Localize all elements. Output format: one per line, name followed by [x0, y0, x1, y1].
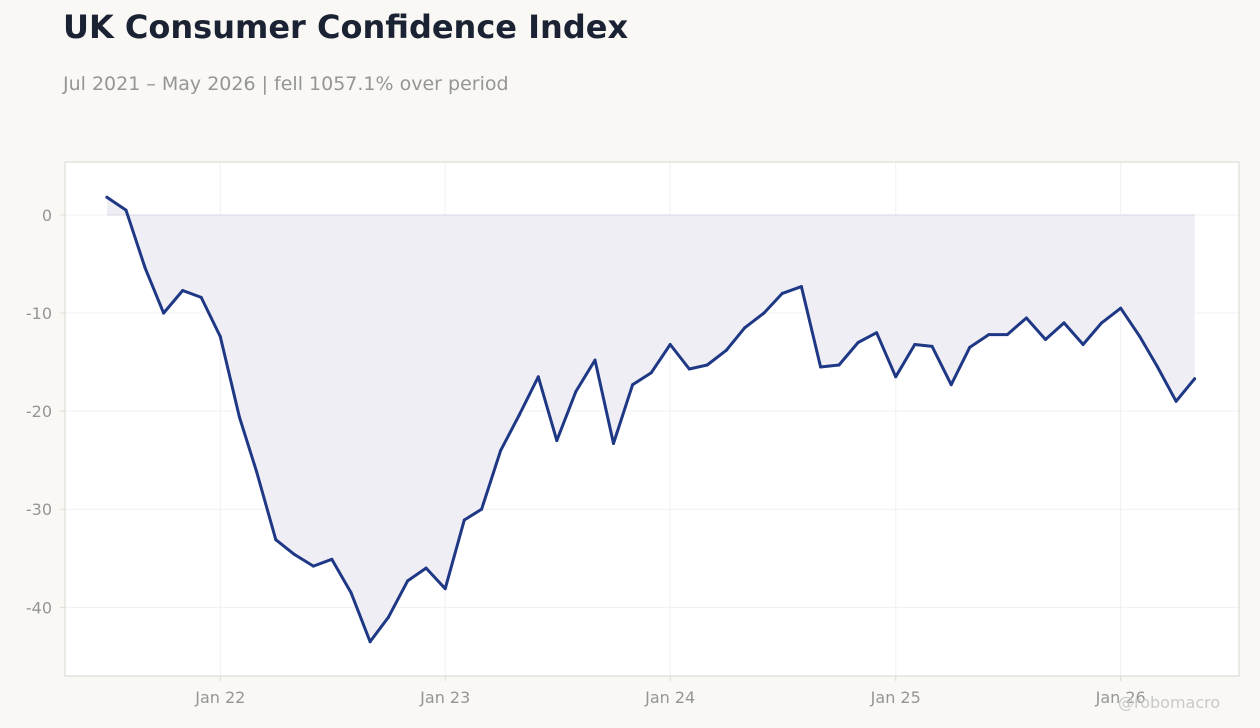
data-point — [1100, 321, 1104, 325]
data-point — [1024, 316, 1028, 320]
x-tick-label: Jan 26 — [1095, 688, 1146, 707]
data-point — [949, 383, 953, 387]
data-point — [349, 591, 353, 595]
data-point — [292, 552, 296, 556]
data-point — [480, 507, 484, 511]
data-point — [724, 348, 728, 352]
y-tick-label: 0 — [42, 206, 52, 225]
data-point — [894, 375, 898, 379]
data-point — [199, 295, 203, 299]
data-point — [536, 375, 540, 379]
data-point — [687, 367, 691, 371]
data-point — [612, 442, 615, 445]
data-point — [930, 344, 934, 348]
data-point — [649, 371, 653, 375]
data-point — [668, 343, 672, 346]
data-point — [368, 640, 372, 644]
data-point — [1193, 377, 1197, 381]
data-point — [162, 311, 166, 315]
watermark: @robomacro — [1118, 693, 1221, 712]
data-point — [593, 358, 597, 362]
data-point — [743, 326, 747, 330]
data-point — [1155, 364, 1159, 368]
x-tick-label: Jan 24 — [644, 688, 695, 707]
data-point — [837, 363, 841, 367]
x-tick-label: Jan 23 — [419, 688, 470, 707]
data-point — [555, 439, 559, 443]
x-tick-label: Jan 25 — [870, 688, 921, 707]
data-point — [462, 518, 466, 522]
x-axis: Jan 22 Jan 23 Jan 24 Jan 25 Jan 26 — [194, 676, 1146, 707]
data-point — [856, 341, 860, 344]
data-point — [762, 311, 766, 315]
data-point — [124, 208, 128, 212]
data-point — [218, 335, 222, 339]
data-point — [143, 266, 147, 270]
data-point — [274, 538, 278, 542]
data-point — [443, 587, 447, 591]
data-point — [1005, 333, 1009, 337]
data-point — [875, 331, 879, 335]
data-point — [406, 579, 410, 583]
data-point — [780, 291, 784, 295]
data-point — [1062, 321, 1066, 325]
data-point — [705, 363, 709, 367]
chart-title: UK Consumer Confidence Index — [63, 8, 629, 46]
y-tick-label: -30 — [26, 500, 52, 519]
data-point — [1138, 335, 1142, 339]
data-point — [819, 365, 823, 369]
data-point — [105, 195, 109, 199]
data-point — [1119, 306, 1123, 310]
data-point — [913, 343, 917, 346]
y-tick-label: -10 — [26, 304, 52, 323]
data-point — [237, 415, 241, 419]
data-point — [1081, 343, 1085, 346]
data-point — [987, 333, 991, 337]
data-point — [574, 390, 578, 393]
data-point — [311, 564, 315, 568]
plot-frame — [64, 161, 1240, 677]
data-point — [799, 285, 803, 289]
data-point — [631, 383, 635, 387]
area-fill — [106, 197, 1195, 642]
data-point — [517, 413, 521, 417]
y-tick-label: -40 — [26, 598, 52, 617]
data-point — [255, 470, 259, 474]
y-axis: 0 -10 -20 -30 -40 — [26, 206, 65, 617]
data-point — [1044, 338, 1047, 341]
data-point — [387, 615, 390, 619]
data-point — [181, 289, 185, 292]
x-tick-label: Jan 22 — [194, 688, 245, 707]
data-point — [1174, 399, 1178, 403]
data-points — [105, 195, 1197, 644]
data-point — [330, 557, 334, 561]
data-point — [968, 345, 972, 349]
data-point — [424, 566, 428, 570]
chart-subtitle: Jul 2021 – May 2026 | fell 1057.1% over … — [63, 73, 509, 95]
data-point — [499, 448, 503, 452]
y-tick-label: -20 — [26, 402, 52, 421]
